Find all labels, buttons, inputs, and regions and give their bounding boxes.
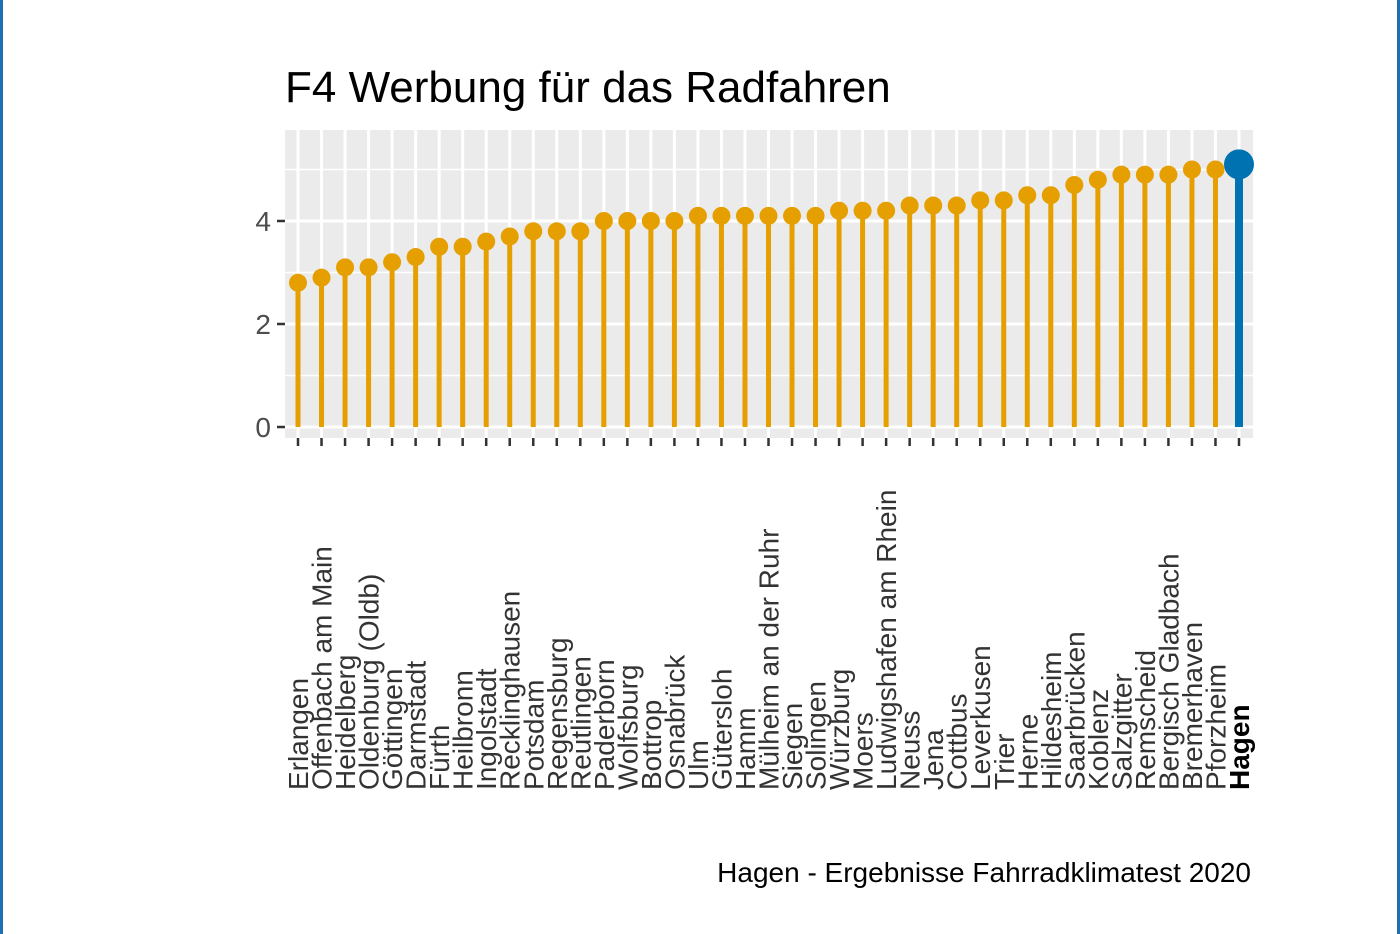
lollipop-point <box>618 212 637 230</box>
lollipop-point <box>806 206 825 225</box>
x-tick-label: Trier <box>989 733 1020 790</box>
lollipop-point <box>359 258 378 277</box>
data-marks <box>289 149 1254 427</box>
lollipop-point <box>665 212 684 230</box>
x-tick-label: Gütersloh <box>706 669 737 790</box>
y-tick-label: 0 <box>255 412 271 443</box>
x-tick-label: Bergisch Gladbach <box>1153 553 1184 790</box>
lollipop-point <box>406 248 425 267</box>
x-tick-label: Paderborn <box>589 659 620 790</box>
lollipop-point <box>1206 160 1225 179</box>
lollipop-point <box>1041 186 1060 205</box>
x-tick-label: Hamm <box>730 708 761 790</box>
x-tick-label: Fürth <box>424 725 455 790</box>
lollipop-point <box>1018 186 1037 205</box>
lollipop-point <box>947 196 966 215</box>
chart-title: F4 Werbung für das Radfahren <box>285 63 891 112</box>
lollipop-point <box>430 237 449 256</box>
lollipop-point <box>1182 160 1201 179</box>
y-tick-label: 4 <box>255 206 271 237</box>
lollipop-point <box>853 201 872 220</box>
lollipop-point <box>312 268 331 287</box>
x-tick-label: Saarbrücken <box>1059 631 1090 790</box>
x-tick-label: Solingen <box>801 681 832 790</box>
x-tick-label: Heidelberg <box>330 655 361 790</box>
x-tick-label: Salzgitter <box>1106 673 1137 790</box>
lollipop-point <box>500 227 519 246</box>
x-tick-label: Ludwigshafen am Rhein <box>871 490 902 790</box>
x-tick-label: Würzburg <box>824 669 855 790</box>
lollipop-point <box>994 191 1013 210</box>
lollipop-point <box>712 206 731 225</box>
x-tick-label: Leverkusen <box>965 645 996 790</box>
lollipop-point <box>900 196 919 215</box>
chart-caption: Hagen - Ergebnisse Fahrradklimatest 2020 <box>717 857 1251 888</box>
x-tick-label: Hildesheim <box>1036 652 1067 791</box>
x-tick-label: Osnabrück <box>659 654 690 790</box>
lollipop-point <box>759 206 778 225</box>
lollipop-point <box>830 201 849 220</box>
lollipop-chart: F4 Werbung für das Radfahren 0 2 4 Erlange… <box>255 63 1255 888</box>
lollipop-point <box>289 273 307 292</box>
lollipop-point <box>1135 165 1154 184</box>
lollipop-point <box>924 196 943 215</box>
x-tick-label: Ingolstadt <box>471 668 502 790</box>
y-tick-label: 2 <box>255 309 271 340</box>
x-tick-label: Pforzheim <box>1200 664 1231 790</box>
x-tick-label: Darmstadt <box>401 661 432 790</box>
x-tick-label: Göttingen <box>377 669 408 790</box>
x-axis-ticks <box>296 438 1241 446</box>
x-tick-label: Recklinghausen <box>495 591 526 790</box>
lollipop-point <box>735 206 754 225</box>
lollipop-point <box>1159 165 1178 184</box>
lollipop-point <box>336 258 355 277</box>
x-tick-label: Moers <box>848 712 879 790</box>
x-tick-label: Regensburg <box>542 637 573 790</box>
lollipop-point <box>688 206 707 225</box>
y-axis: 0 2 4 <box>255 206 285 443</box>
lollipop-point <box>571 222 590 241</box>
x-tick-label: Siegen <box>777 703 808 790</box>
x-tick-label: Herne <box>1012 714 1043 790</box>
x-tick-label: Remscheid <box>1130 650 1161 790</box>
x-tick-label: Erlangen <box>283 678 314 790</box>
x-tick-label: Bremerhaven <box>1177 622 1208 790</box>
x-tick-label: Mülheim an der Ruhr <box>754 529 785 790</box>
lollipop-point <box>1112 165 1131 184</box>
lollipop-point <box>1065 175 1084 194</box>
x-tick-label: Offenbach am Main <box>307 546 338 790</box>
x-tick-label: Heilbronn <box>448 670 479 790</box>
x-tick-label: Neuss <box>895 711 926 790</box>
lollipop-point <box>547 222 566 241</box>
x-tick-label: Oldenburg (Oldb) <box>354 574 385 790</box>
x-tick-label: Hagen <box>1224 704 1255 790</box>
lollipop-point <box>594 212 613 230</box>
lollipop-point-highlight <box>1224 149 1254 180</box>
lollipop-point <box>383 253 402 272</box>
x-tick-label: Bottrop <box>636 700 667 790</box>
lollipop-point <box>453 237 472 256</box>
x-tick-label: Reutlingen <box>565 656 596 790</box>
lollipop-point <box>783 206 802 225</box>
x-tick-label: Potsdam <box>518 680 549 791</box>
x-tick-label: Cottbus <box>942 694 973 791</box>
lollipop-point <box>524 222 543 241</box>
lollipop-point <box>971 191 990 210</box>
lollipop-point <box>877 201 896 220</box>
lollipop-point <box>477 232 496 251</box>
x-tick-label: Jena <box>918 729 949 790</box>
x-tick-label: Ulm <box>683 740 714 790</box>
x-tick-label: Wolfsburg <box>612 664 643 790</box>
lollipop-point <box>641 212 660 230</box>
lollipop-point <box>1088 170 1107 189</box>
x-tick-label: Koblenz <box>1083 689 1114 790</box>
